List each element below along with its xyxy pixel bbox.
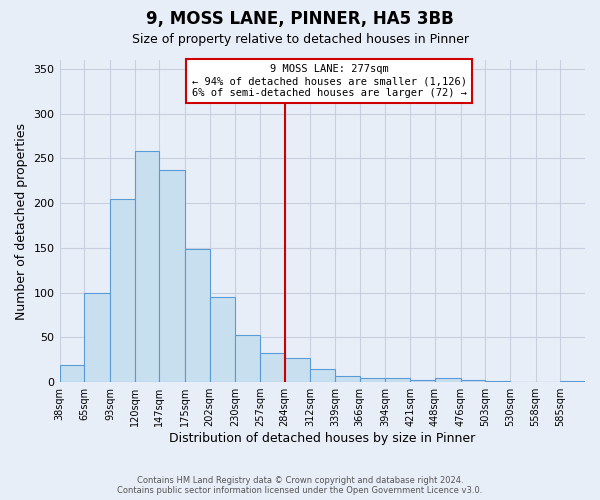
X-axis label: Distribution of detached houses by size in Pinner: Distribution of detached houses by size … bbox=[169, 432, 475, 445]
Bar bbox=[410, 380, 435, 382]
Bar bbox=[285, 358, 310, 382]
Bar bbox=[185, 249, 209, 382]
Bar bbox=[560, 381, 585, 382]
Bar bbox=[260, 352, 285, 382]
Text: 9, MOSS LANE, PINNER, HA5 3BB: 9, MOSS LANE, PINNER, HA5 3BB bbox=[146, 10, 454, 28]
Bar bbox=[209, 297, 235, 382]
Bar bbox=[235, 334, 260, 382]
Text: Contains HM Land Registry data © Crown copyright and database right 2024.
Contai: Contains HM Land Registry data © Crown c… bbox=[118, 476, 482, 495]
Bar bbox=[385, 378, 410, 382]
Bar bbox=[134, 152, 160, 382]
Bar bbox=[110, 198, 134, 382]
Bar bbox=[335, 376, 360, 382]
Bar bbox=[59, 365, 84, 382]
Text: Size of property relative to detached houses in Pinner: Size of property relative to detached ho… bbox=[131, 32, 469, 46]
Bar bbox=[360, 378, 385, 382]
Bar bbox=[461, 380, 485, 382]
Bar bbox=[160, 170, 185, 382]
Bar bbox=[84, 292, 110, 382]
Bar bbox=[310, 368, 335, 382]
Y-axis label: Number of detached properties: Number of detached properties bbox=[15, 122, 28, 320]
Bar bbox=[435, 378, 461, 382]
Text: 9 MOSS LANE: 277sqm
← 94% of detached houses are smaller (1,126)
6% of semi-deta: 9 MOSS LANE: 277sqm ← 94% of detached ho… bbox=[191, 64, 467, 98]
Bar bbox=[485, 381, 510, 382]
